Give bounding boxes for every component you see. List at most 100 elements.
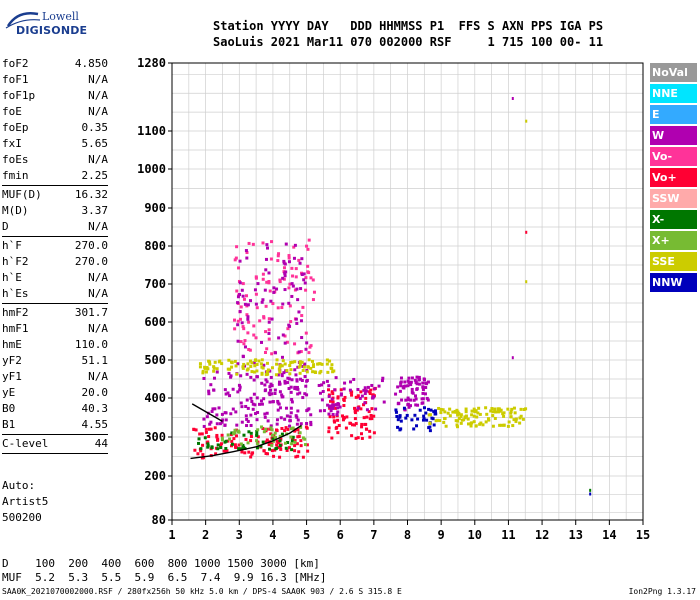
echo-point <box>206 444 210 448</box>
echo-point <box>296 409 300 413</box>
echo-point <box>245 251 249 255</box>
echo-point <box>260 402 264 406</box>
echo-point <box>225 449 229 453</box>
echo-point <box>304 384 308 388</box>
echo-point <box>238 385 242 389</box>
echo-point <box>275 287 279 291</box>
echo-point <box>318 362 322 366</box>
echo-point <box>301 368 305 372</box>
echo-point <box>289 368 293 372</box>
echo-point <box>428 413 432 417</box>
legend-item: NNE <box>650 84 697 103</box>
echo-point <box>311 370 315 374</box>
echo-point <box>407 405 411 409</box>
echo-point <box>293 243 297 247</box>
echo-point <box>420 401 424 405</box>
echo-point <box>255 306 259 310</box>
echo-point <box>472 407 476 411</box>
echo-point <box>254 336 258 340</box>
y-tick-label: 1280 <box>137 56 166 70</box>
echo-point <box>454 419 458 423</box>
legend-item: Vo+ <box>650 168 697 187</box>
echo-point <box>328 399 332 403</box>
echo-point <box>369 388 373 392</box>
echo-point <box>275 358 279 362</box>
echo-point <box>223 411 227 415</box>
echo-point <box>509 410 513 414</box>
echo-point <box>254 302 258 306</box>
echo-point <box>278 365 282 369</box>
echo-point <box>240 447 244 451</box>
echo-point <box>298 363 302 367</box>
echo-point <box>275 418 279 422</box>
echo-point <box>230 439 234 443</box>
echo-point <box>320 362 324 366</box>
echo-point <box>290 442 294 446</box>
echo-point <box>249 455 253 459</box>
echo-point <box>280 364 284 368</box>
echo-point <box>283 381 287 385</box>
echo-point <box>448 414 452 418</box>
echo-point <box>226 433 230 437</box>
param-value: N/A <box>88 153 108 166</box>
echo-point <box>421 391 425 395</box>
param-row: h`F 270.0 <box>2 238 108 254</box>
echo-point <box>270 433 274 437</box>
echo-point <box>335 413 339 417</box>
echo-point <box>249 439 253 443</box>
echo-point <box>222 449 226 453</box>
echo-point <box>303 392 307 396</box>
legend-item: Vo- <box>650 147 697 166</box>
echo-point <box>208 362 212 366</box>
echo-point <box>263 288 267 292</box>
param-value: N/A <box>88 220 108 233</box>
echo-point <box>267 328 271 332</box>
y-tick-label: 80 <box>152 513 166 527</box>
echo-point <box>265 347 269 351</box>
x-tick-label: 9 <box>438 528 445 542</box>
echo-point <box>286 376 290 380</box>
y-tick-label: 800 <box>144 239 166 253</box>
echo-point <box>269 382 273 386</box>
echo-point <box>283 429 287 433</box>
echo-point <box>212 376 216 380</box>
echo-point <box>428 429 432 433</box>
echo-point <box>413 413 417 417</box>
echo-point <box>236 319 240 323</box>
param-value: N/A <box>88 73 108 86</box>
echo-point <box>269 257 273 261</box>
echo-point <box>303 362 307 366</box>
echo-point <box>288 419 292 423</box>
echo-point <box>287 386 291 390</box>
param-row: hmF2 301.7 <box>2 305 108 321</box>
echo-point <box>280 372 284 376</box>
x-tick-label: 13 <box>568 528 582 542</box>
echo-point <box>201 371 205 375</box>
echo-point <box>240 450 244 454</box>
echo-point <box>404 416 408 420</box>
echo-point <box>525 230 528 234</box>
parameter-table: foF2 4.850 foF1 N/A foF1p N/A foE N/A foEp 0.35 fx… <box>2 56 108 455</box>
echo-point <box>236 362 240 366</box>
echo-point <box>202 424 206 428</box>
echo-point <box>294 317 298 321</box>
param-row: fmin 2.25 <box>2 168 108 184</box>
param-row: C-level 44 <box>2 436 108 452</box>
echo-point <box>456 412 460 416</box>
echo-point <box>289 411 293 415</box>
echo-point <box>353 406 357 410</box>
echo-point <box>276 399 280 403</box>
echo-point <box>245 372 249 376</box>
echo-point <box>270 317 274 321</box>
echo-point <box>254 292 258 296</box>
echo-point <box>284 270 288 274</box>
echo-point <box>270 240 274 244</box>
echo-point <box>255 442 259 446</box>
echo-point <box>237 447 241 451</box>
echo-point <box>334 376 338 380</box>
legend-item: W <box>650 126 697 145</box>
echo-point <box>353 417 357 421</box>
echo-point <box>207 392 211 396</box>
echo-point <box>481 423 485 427</box>
echo-point <box>305 341 309 345</box>
